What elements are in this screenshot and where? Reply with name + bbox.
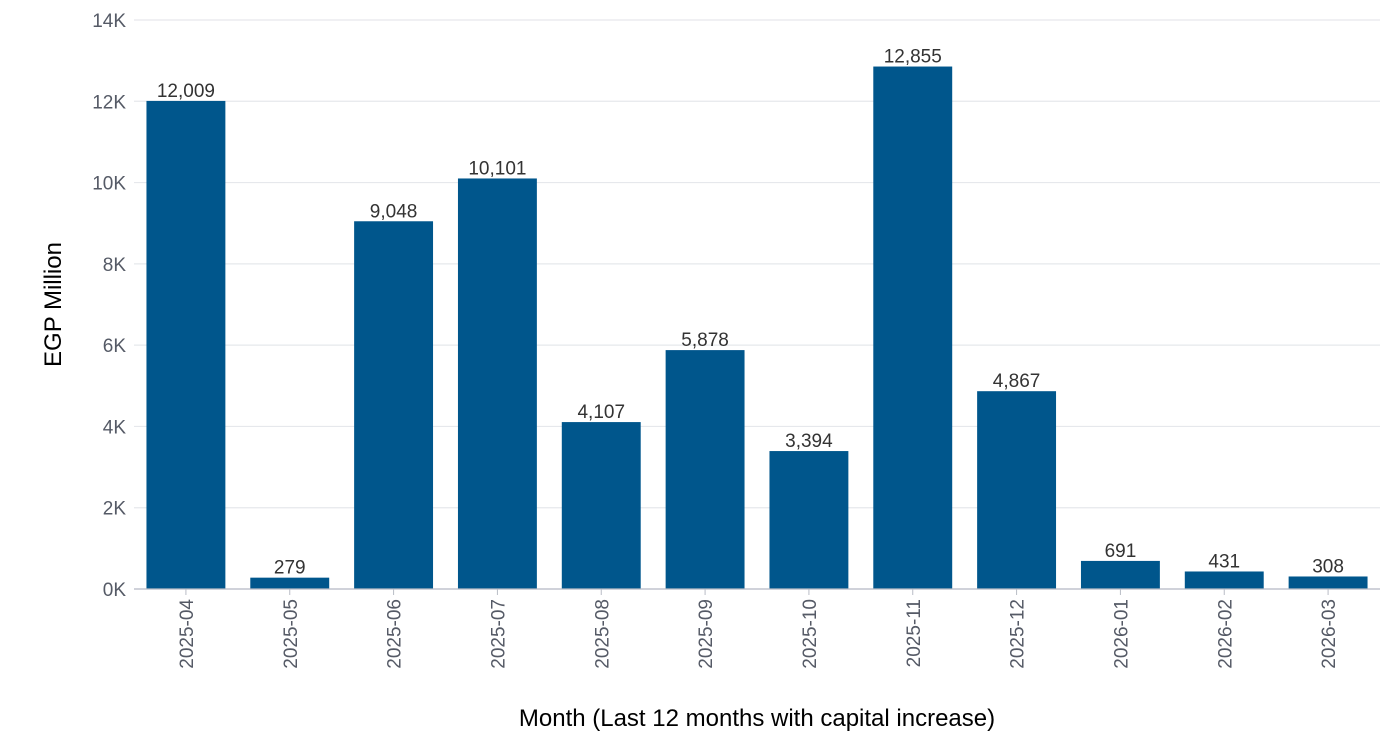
gridlines <box>134 19 1380 590</box>
bar-value-label: 308 <box>1312 556 1344 577</box>
x-tick-label: 2026-02 <box>1215 599 1236 669</box>
x-tick-label: 2025-07 <box>488 599 509 669</box>
x-tick-label: 2025-08 <box>592 599 613 669</box>
bar-value-label: 4,107 <box>577 402 625 423</box>
x-tick-label: 2025-12 <box>1008 599 1029 669</box>
bar <box>146 100 226 590</box>
y-tick-label: 0K <box>103 580 127 601</box>
data-labels: 12,009 279 9,048 10,101 4,107 5,878 3,394 12,85… <box>157 47 1344 579</box>
y-tick-label: 10K <box>92 174 126 195</box>
y-tick-label: 14K <box>92 11 126 32</box>
bar-value-label: 10,101 <box>468 158 526 179</box>
bar-value-label: 12,855 <box>884 47 942 68</box>
bar <box>561 422 641 589</box>
y-tick-label: 6K <box>103 336 127 357</box>
x-tick-label: 2025-11 <box>904 599 925 667</box>
x-tick-label: 2025-09 <box>696 599 717 669</box>
bar-value-label: 9,048 <box>370 201 418 222</box>
bar <box>457 178 537 590</box>
x-tick-label: 2025-04 <box>177 599 198 669</box>
x-tick-label: 2026-03 <box>1319 599 1340 669</box>
bar <box>354 221 434 589</box>
bar <box>977 391 1057 589</box>
x-tick-label: 2025-06 <box>385 599 406 669</box>
bar <box>250 577 330 589</box>
x-tick-label: 2025-10 <box>800 599 821 669</box>
bar <box>769 451 849 589</box>
bar <box>1288 576 1368 589</box>
y-axis-ticks: 0K 2K 4K 6K 8K 10K 12K 14K <box>92 11 126 601</box>
x-tick-label: 2026-01 <box>1111 599 1132 669</box>
bar <box>1080 560 1160 589</box>
y-tick-label: 4K <box>103 417 127 438</box>
y-tick-label: 12K <box>92 92 126 113</box>
y-axis-label: EGP Million <box>40 242 67 367</box>
bar-value-label: 691 <box>1105 541 1137 562</box>
bar-value-label: 431 <box>1208 551 1240 572</box>
bars <box>146 66 1368 590</box>
bar-value-label: 4,867 <box>993 371 1041 392</box>
y-tick-label: 8K <box>103 255 127 276</box>
x-tick-label: 2025-05 <box>281 599 302 669</box>
bar <box>873 66 953 589</box>
x-axis-ticks: 2025-04 2025-05 2025-06 2025-07 2025-08 2025-… <box>177 589 1340 669</box>
bar-value-label: 3,394 <box>785 431 833 452</box>
bar <box>665 350 745 589</box>
y-tick-label: 2K <box>103 499 127 520</box>
bar-value-label: 12,009 <box>157 81 215 102</box>
x-axis-label: Month (Last 12 months with capital incre… <box>519 705 995 732</box>
bar <box>1184 571 1264 589</box>
bar-value-label: 5,878 <box>681 330 729 351</box>
bar-value-label: 279 <box>274 558 306 579</box>
